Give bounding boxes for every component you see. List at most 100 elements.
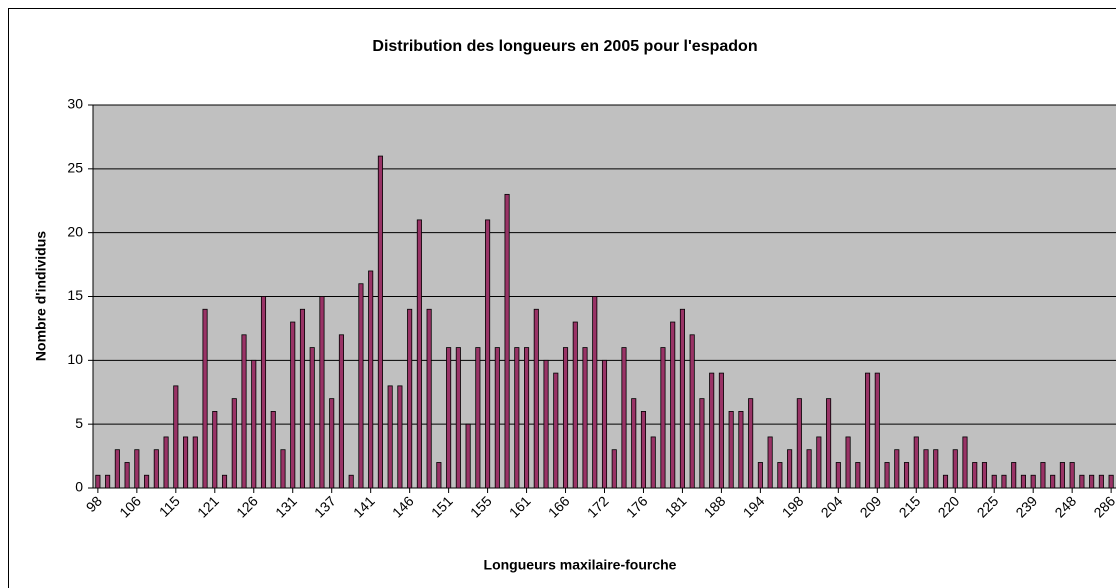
bar: [221, 474, 228, 489]
bar: [679, 308, 685, 489]
bar: [338, 334, 344, 489]
y-axis-title: Nombre d'individus: [33, 231, 49, 361]
bar: [582, 347, 588, 489]
bar: [407, 308, 413, 489]
bar: [543, 359, 549, 489]
bar: [660, 347, 666, 489]
bar: [124, 462, 130, 489]
bar: [894, 449, 900, 489]
bar: [192, 436, 198, 489]
bar: [981, 462, 988, 489]
bar: [962, 436, 968, 489]
bar: [845, 436, 851, 489]
bar: [562, 347, 569, 489]
bar: [816, 436, 822, 489]
bar: [806, 449, 812, 489]
bar: [504, 193, 510, 489]
bar: [1001, 474, 1007, 489]
bar: [972, 462, 978, 489]
bar: [485, 219, 491, 489]
bar: [397, 385, 403, 489]
bar: [640, 410, 647, 489]
bar: [1011, 462, 1017, 489]
bar: [670, 321, 676, 489]
x-axis-title: Longueurs maxilaire-fourche: [484, 557, 677, 573]
bar: [855, 462, 861, 489]
bar: [1098, 474, 1104, 489]
bar: [592, 296, 598, 489]
y-tick-label: 5: [75, 415, 83, 431]
y-tick-label: 10: [67, 351, 83, 367]
bar: [319, 296, 325, 489]
bar: [514, 347, 520, 489]
y-tick-label: 30: [67, 96, 83, 112]
bar: [787, 449, 793, 489]
bar: [796, 398, 802, 489]
bar: [1069, 462, 1075, 489]
bar: [134, 449, 140, 489]
bar: [942, 474, 949, 489]
bar: [553, 372, 559, 489]
bar: [631, 398, 637, 489]
bar: [865, 372, 871, 489]
bar: [738, 410, 744, 489]
bar: [1030, 474, 1036, 489]
bar: [884, 462, 890, 489]
bar: [1079, 474, 1085, 489]
bar: [611, 449, 617, 489]
bar: [1020, 474, 1026, 489]
bar: [270, 410, 276, 489]
bar: [163, 436, 169, 489]
bar: [923, 449, 929, 489]
bar: [699, 398, 705, 489]
bar: [436, 462, 442, 489]
bar: [358, 283, 364, 489]
bar: [728, 410, 734, 489]
bar: [874, 372, 880, 489]
bar: [290, 321, 296, 489]
bar: [650, 436, 656, 489]
bar: [777, 462, 783, 489]
bar: [309, 347, 315, 489]
y-tick-label: 15: [67, 287, 83, 303]
bar: [952, 449, 958, 489]
bar: [446, 347, 452, 489]
bar: [524, 347, 530, 489]
bar: [416, 219, 422, 489]
bar: [1108, 474, 1114, 489]
chart-title: Distribution des longueurs en 2005 pour …: [372, 38, 757, 55]
bar: [933, 449, 939, 489]
bar: [991, 474, 997, 489]
bar: [757, 462, 763, 489]
bar: [173, 385, 179, 489]
bar: [1089, 474, 1095, 489]
bar: [903, 462, 910, 489]
bar: [251, 359, 257, 489]
bar: [709, 372, 715, 489]
bar: [202, 308, 208, 489]
bar: [1059, 462, 1065, 489]
bar: [95, 474, 101, 489]
bar: [1040, 462, 1046, 489]
bar: [748, 398, 754, 489]
y-tick-label: 20: [67, 223, 83, 239]
bar: [533, 308, 539, 489]
bar: [377, 155, 383, 489]
bar: [426, 308, 432, 489]
bar: [1050, 474, 1056, 489]
bar: [114, 449, 120, 489]
bar: [475, 347, 481, 489]
bar: [212, 410, 218, 489]
bar: [241, 334, 247, 489]
bar: [718, 372, 724, 489]
bar: [835, 462, 841, 489]
bar: [689, 334, 695, 489]
bar: [465, 423, 471, 489]
bar: [329, 398, 335, 489]
y-tick-label: 25: [67, 160, 83, 176]
bar: [767, 436, 773, 489]
bar: [455, 347, 461, 489]
bar: [601, 359, 608, 489]
